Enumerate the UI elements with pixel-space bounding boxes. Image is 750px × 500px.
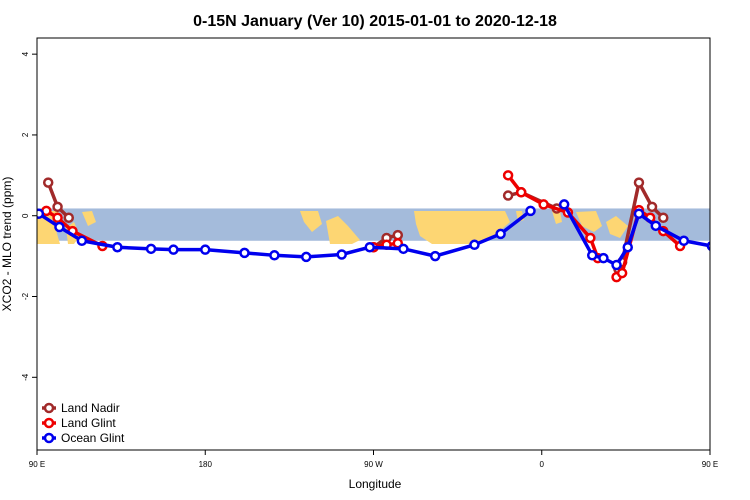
x-tick-label: 180: [199, 460, 213, 469]
data-point: [502, 170, 514, 181]
data-point: [633, 208, 645, 219]
data-point: [586, 250, 598, 261]
data-point: [168, 244, 179, 255]
data-point: [145, 243, 157, 255]
data-point: [52, 201, 63, 213]
y-tick-label: -4: [21, 373, 30, 381]
data-point: [200, 244, 211, 255]
x-tick-label: 90 W: [364, 460, 383, 469]
data-point: [336, 249, 347, 260]
plot-area: [37, 170, 746, 283]
land-mass: [606, 216, 628, 238]
data-point: [738, 245, 746, 253]
data-point: [633, 177, 645, 188]
y-axis: -4 -2 0 2 4: [21, 51, 37, 381]
data-point: [76, 235, 88, 247]
land-mass: [82, 211, 96, 226]
legend-label: Land Nadir: [61, 401, 120, 415]
data-point: [495, 228, 506, 240]
data-point: [52, 212, 63, 223]
data-point: [658, 212, 669, 223]
data-point: [515, 187, 527, 198]
data-point: [300, 251, 312, 263]
land-mass: [300, 211, 322, 232]
land-mass: [576, 211, 602, 232]
legend-label: Ocean Glint: [61, 431, 125, 445]
data-point: [538, 199, 549, 210]
x-tick-label: 90 E: [29, 460, 45, 469]
data-point: [616, 267, 628, 279]
data-point: [611, 259, 622, 271]
data-point: [585, 232, 596, 244]
legend-marker: [43, 432, 55, 444]
data-point: [37, 208, 45, 219]
data-point: [525, 205, 536, 217]
land-mass: [552, 211, 562, 224]
data-point: [706, 241, 710, 251]
legend-item: Ocean Glint: [42, 431, 125, 445]
x-tick-label: 90 E: [702, 460, 718, 469]
data-point: [239, 247, 250, 259]
data-point: [392, 229, 404, 241]
legend-label: Land Glint: [61, 416, 116, 430]
y-tick-label: 2: [21, 132, 30, 137]
data-point: [63, 212, 75, 223]
y-axis-label: XCO2 - MLO trend (ppm): [0, 177, 14, 312]
series-layer: [37, 170, 746, 283]
data-point: [42, 177, 54, 188]
data-point: [646, 201, 658, 213]
data-point: [678, 235, 690, 247]
legend-item: Land Glint: [42, 416, 116, 430]
data-point: [598, 252, 609, 264]
y-tick-label: 4: [21, 51, 30, 56]
data-point: [469, 239, 480, 251]
legend-item: Land Nadir: [42, 401, 120, 415]
data-point: [398, 243, 409, 255]
data-point: [112, 241, 123, 253]
data-point: [502, 190, 514, 201]
data-point: [650, 220, 662, 232]
series-line: [45, 209, 104, 248]
x-axis-label: Longitude: [349, 477, 402, 491]
chart-title: 0-15N January (Ver 10) 2015-01-01 to 202…: [193, 13, 557, 30]
data-point: [54, 221, 65, 233]
series-ocean-glint: [37, 199, 746, 271]
x-tick-label: 0: [540, 460, 545, 469]
y-tick-label: 0: [21, 213, 30, 218]
legend-marker: [43, 402, 55, 414]
land-mass: [414, 211, 510, 244]
data-point: [429, 250, 441, 262]
data-point: [364, 241, 376, 253]
legend-marker: [43, 417, 55, 429]
y-tick-label: -2: [21, 292, 30, 300]
data-point: [622, 241, 633, 253]
data-point: [269, 250, 280, 261]
data-point: [558, 199, 570, 210]
land-mass: [326, 216, 360, 244]
